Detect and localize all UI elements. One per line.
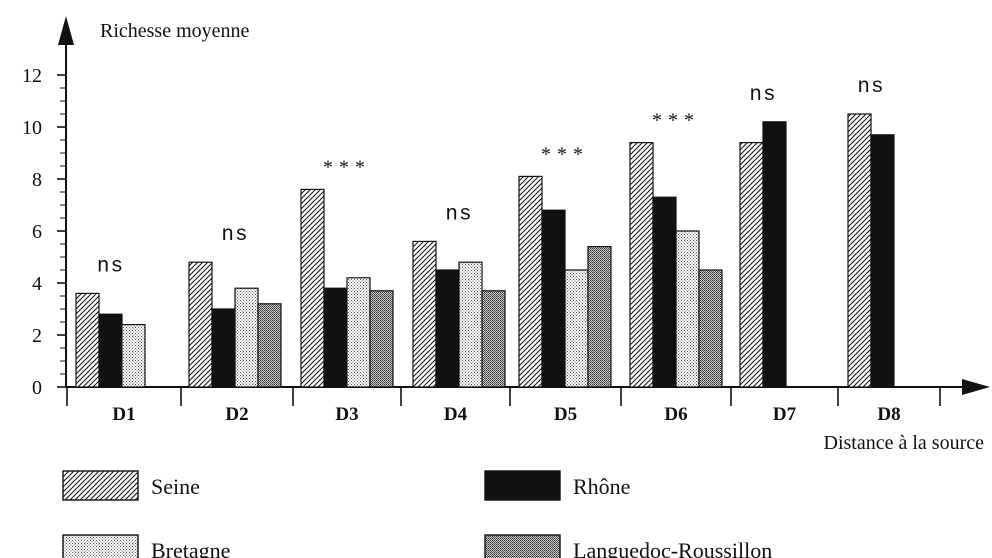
significance-label-d1: ns [97,255,124,278]
bar-languedoc-roussillon-d2 [257,303,282,388]
y-axis-arrow [58,16,74,45]
bar-rh-ne-d3 [323,287,348,388]
y-tick-label: 6 [32,221,42,243]
x-tick-label-d8: D8 [877,404,900,425]
legend: Seine Rhône Bretagne Languedoc-Roussillon [62,470,772,558]
legend-label-languedoc-roussillon: Languedoc-Roussillon [573,538,772,558]
bar-bretagne-d3 [346,277,371,388]
legend-swatch-rh-ne [484,470,561,501]
y-tick-label: 12 [22,65,42,87]
bar-bretagne-d6 [675,230,700,388]
legend-swatch-languedoc-roussillon [484,534,561,558]
bar-seine-d5 [518,175,543,388]
legend-label-bretagne: Bretagne [151,538,230,558]
axes: 0 2 4 6 8 10 12 [22,16,990,406]
y-tick-label: 4 [32,273,42,295]
bar-seine-d3 [300,188,325,388]
significance-label-d6: *** [652,110,700,132]
x-tick-label-d3: D3 [335,404,358,425]
bar-rh-ne-d2 [211,308,236,388]
bar-seine-d6 [629,142,654,388]
bar-seine-d7 [739,142,764,388]
bar-rh-ne-d4 [435,269,460,388]
x-tick-label-d1: D1 [112,404,135,425]
bar-languedoc-roussillon-d3 [369,290,394,388]
bar-rh-ne-d8 [870,134,895,388]
legend-label-rh-ne: Rhône [573,474,630,499]
y-tick-label: 0 [32,377,42,399]
bar-bretagne-d5 [564,269,589,388]
x-tick-label-d4: D4 [444,404,468,425]
legend-label-seine: Seine [151,474,200,499]
bar-bretagne-d2 [234,287,259,388]
y-tick-label: 10 [22,117,42,139]
bar-rh-ne-d5 [541,209,566,388]
y-tick-label: 8 [32,169,42,191]
x-tick-label-d5: D5 [554,404,577,425]
bar-bretagne-d4 [458,261,483,388]
x-tick-label-d6: D6 [664,404,687,425]
legend-swatch-seine [62,470,139,501]
significance-label-d3: *** [323,156,371,178]
x-tick-label-d7: D7 [773,404,797,425]
bar-rh-ne-d6 [652,196,677,388]
bar-rh-ne-d1 [98,313,123,388]
x-axis-label: Distance à la source [824,432,985,454]
bar-bretagne-d1 [121,324,146,388]
significance-annotations: ns ns *** ns *** *** ns ns [97,76,884,278]
significance-label-d5: *** [541,143,589,165]
x-axis-arrow [962,379,990,395]
y-axis-label: Richesse moyenne [100,20,250,42]
significance-label-d7: ns [749,84,776,107]
bar-seine-d8 [847,113,872,388]
x-tick-label-d2: D2 [225,404,248,425]
bars [75,113,895,388]
bar-languedoc-roussillon-d5 [587,246,612,388]
bar-languedoc-roussillon-d4 [481,290,506,388]
x-tick-labels: D1 D2 D3 D4 D5 D6 D7 D8 [112,404,900,425]
bar-seine-d4 [412,240,437,388]
significance-label-d8: ns [857,76,884,99]
bar-rh-ne-d7 [762,121,787,388]
significance-label-d2: ns [221,224,248,247]
y-tick-label: 2 [32,325,42,347]
bar-seine-d1 [75,292,100,388]
bar-seine-d2 [188,261,213,388]
legend-swatch-bretagne [62,534,139,558]
significance-label-d4: ns [445,203,472,226]
bar-languedoc-roussillon-d6 [698,269,723,388]
